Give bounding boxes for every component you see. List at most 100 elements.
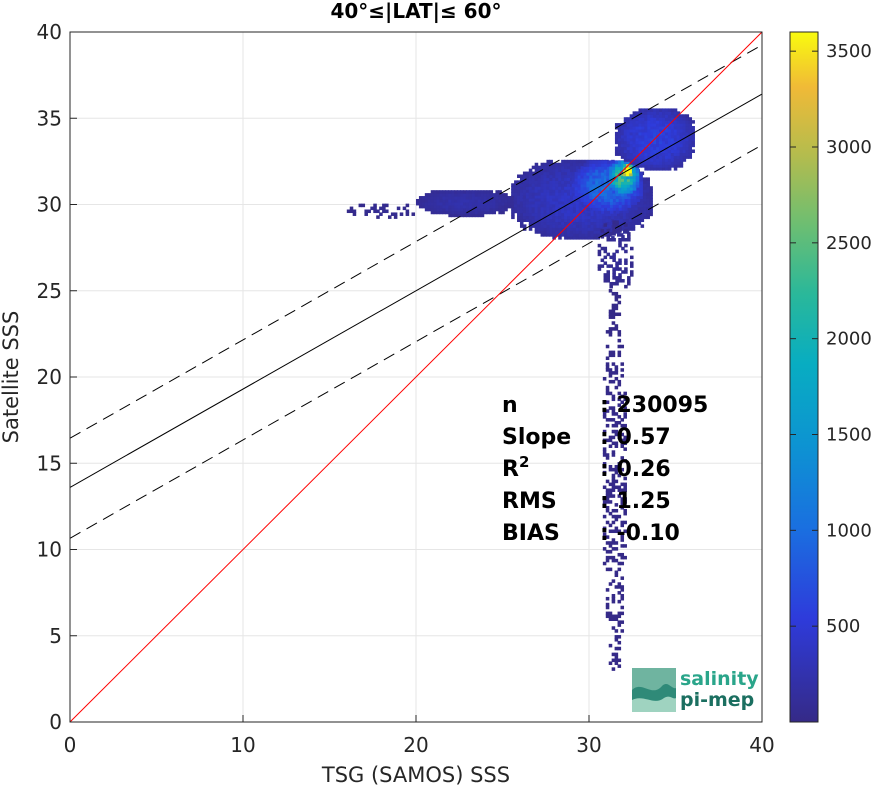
density-cell bbox=[612, 223, 616, 227]
density-cell bbox=[650, 161, 654, 165]
density-cell bbox=[606, 172, 610, 176]
density-cell bbox=[534, 224, 539, 228]
density-cell bbox=[571, 192, 576, 197]
density-cell bbox=[589, 201, 593, 205]
density-cell bbox=[646, 215, 650, 220]
density-cell bbox=[531, 203, 536, 208]
density-cell bbox=[670, 128, 675, 133]
density-cell bbox=[623, 155, 628, 159]
density-cell bbox=[575, 162, 580, 167]
density-cell bbox=[679, 164, 684, 168]
density-cell bbox=[567, 227, 571, 231]
density-cell bbox=[618, 181, 622, 185]
density-cell bbox=[609, 184, 613, 188]
density-cell bbox=[641, 111, 645, 115]
density-cell bbox=[546, 200, 550, 205]
density-cell bbox=[632, 163, 637, 168]
density-cell bbox=[664, 140, 669, 145]
density-cell bbox=[615, 229, 619, 233]
density-cell bbox=[635, 134, 640, 139]
density-cell bbox=[468, 204, 473, 209]
density-cell bbox=[577, 183, 582, 188]
density-cell bbox=[457, 213, 461, 218]
density-cell bbox=[514, 189, 518, 193]
density-cell bbox=[604, 163, 608, 167]
density-cell bbox=[614, 485, 619, 490]
density-cell bbox=[602, 438, 607, 443]
density-cell bbox=[531, 174, 536, 179]
density-cell bbox=[451, 207, 455, 212]
density-cell bbox=[430, 193, 435, 197]
density-cell bbox=[605, 602, 610, 607]
density-cell bbox=[424, 201, 429, 206]
density-cell bbox=[555, 209, 559, 214]
density-cell bbox=[552, 192, 556, 196]
density-cell bbox=[546, 212, 550, 217]
density-cell bbox=[611, 362, 616, 366]
density-cell bbox=[617, 128, 622, 133]
density-cell bbox=[549, 218, 553, 223]
density-cell bbox=[646, 212, 650, 217]
density-cell bbox=[622, 218, 627, 223]
density-cell bbox=[623, 435, 627, 440]
density-cell bbox=[608, 494, 613, 498]
density-cell bbox=[577, 189, 582, 194]
density-cell bbox=[501, 196, 505, 200]
density-cell bbox=[590, 209, 595, 214]
density-cell bbox=[614, 371, 619, 375]
density-cell bbox=[558, 215, 562, 220]
density-cell bbox=[590, 236, 595, 240]
density-cell bbox=[546, 215, 550, 220]
density-cell bbox=[581, 218, 586, 223]
density-cell bbox=[525, 197, 530, 202]
density-cell bbox=[617, 514, 622, 519]
density-cell bbox=[592, 175, 596, 179]
density-cell bbox=[620, 143, 625, 148]
density-cell bbox=[614, 585, 619, 589]
density-cell bbox=[611, 397, 616, 402]
density-cell bbox=[619, 233, 624, 237]
density-cell bbox=[644, 128, 648, 133]
density-cell bbox=[627, 204, 632, 208]
density-cell bbox=[540, 162, 545, 167]
density-cell bbox=[662, 131, 666, 136]
density-cell bbox=[611, 212, 615, 217]
density-cell bbox=[537, 203, 542, 208]
density-cell bbox=[457, 190, 461, 194]
density-cell bbox=[673, 152, 678, 156]
density-cell bbox=[691, 137, 695, 142]
density-cell bbox=[639, 192, 643, 197]
density-cell bbox=[567, 174, 571, 179]
density-cell bbox=[605, 368, 610, 372]
density-cell bbox=[667, 161, 672, 165]
density-cell bbox=[649, 203, 653, 208]
density-cell bbox=[620, 491, 625, 495]
density-cell bbox=[549, 221, 553, 225]
density-cell bbox=[620, 137, 625, 142]
density-cell bbox=[640, 212, 645, 217]
density-cell bbox=[543, 174, 548, 179]
density-cell bbox=[685, 128, 690, 133]
density-cell bbox=[430, 201, 435, 206]
density-cell bbox=[676, 126, 681, 130]
density-cell bbox=[623, 131, 628, 136]
density-cell bbox=[679, 120, 684, 124]
density-cell bbox=[614, 420, 619, 425]
density-cell bbox=[599, 215, 603, 220]
density-cell bbox=[623, 406, 627, 410]
density-cell bbox=[433, 210, 438, 215]
density-cell bbox=[609, 255, 613, 260]
density-cell bbox=[561, 212, 565, 217]
density-cell bbox=[631, 206, 636, 211]
density-cell bbox=[612, 184, 616, 188]
density-cell bbox=[558, 171, 562, 176]
density-cell bbox=[531, 221, 536, 225]
density-cell bbox=[558, 186, 562, 190]
density-cell bbox=[611, 579, 616, 583]
density-cell bbox=[611, 541, 616, 545]
logo-wave-icon bbox=[632, 668, 676, 712]
density-cell bbox=[598, 183, 602, 188]
density-cell bbox=[604, 204, 608, 208]
density-cell bbox=[627, 237, 631, 242]
